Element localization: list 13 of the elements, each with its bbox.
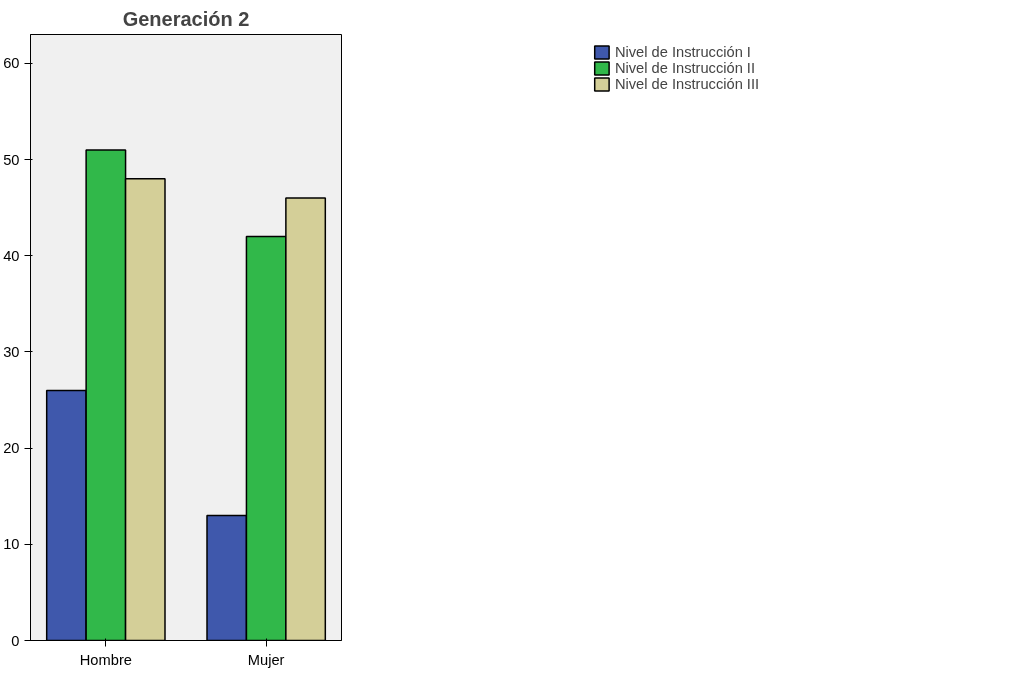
y-tick-label: 40 <box>3 247 20 264</box>
x-tick-label: Mujer <box>247 651 285 668</box>
y-tick-label: 30 <box>3 343 20 360</box>
legend-label: Nivel de Instrucción II <box>614 60 756 76</box>
x-tick-label: Hombre <box>79 651 132 668</box>
legend-label: Nivel de Instrucción I <box>614 44 751 60</box>
y-tick-label: 50 <box>3 151 20 168</box>
y-tick-label: 20 <box>3 440 20 457</box>
y-tick-label: 60 <box>3 55 20 72</box>
y-tick-label: 10 <box>3 536 20 553</box>
y-tick-label: 0 <box>11 632 20 649</box>
chart-title: Generación 2 <box>122 7 250 30</box>
legend-label: Nivel de Instrucción III <box>614 76 760 92</box>
